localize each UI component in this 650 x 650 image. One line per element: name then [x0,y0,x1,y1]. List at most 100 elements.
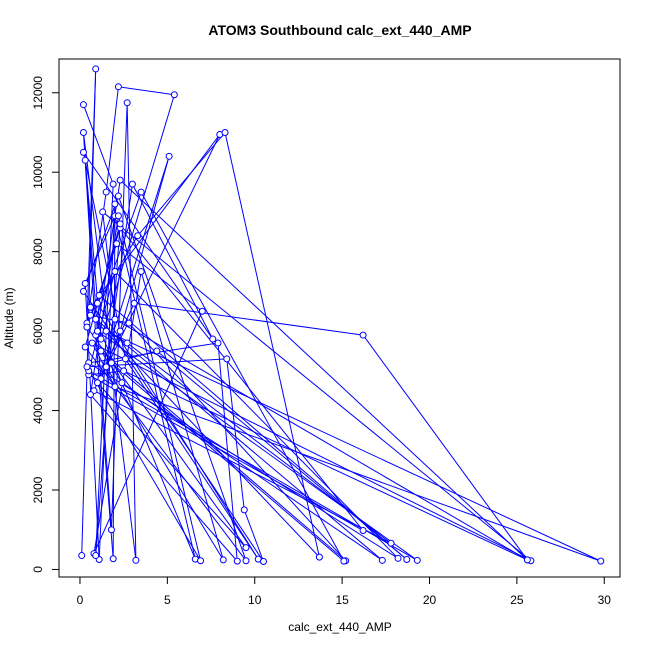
data-point [95,291,103,299]
series-segment [114,386,601,562]
series-segment [100,350,123,384]
series-segment [84,346,247,562]
data-point [134,232,142,240]
data-point [83,363,91,371]
series-segment [82,132,97,336]
data-point [114,83,122,91]
data-point [233,557,241,565]
data-point [130,299,138,307]
series-segment [82,132,137,561]
series-segment [102,211,532,562]
data-point [121,355,129,363]
series-segment [119,156,170,332]
data-point [153,347,161,355]
series-segment [95,191,142,320]
data-point [93,379,101,387]
data-point [93,299,101,307]
data-point [315,553,323,561]
data-point [109,180,117,188]
x-axis-label: calc_ext_440_AMP [288,620,391,634]
data-point [413,556,421,564]
data-point [123,99,131,107]
series-segment [83,291,264,562]
series-segment [82,152,126,360]
y-tick-label: 0 [31,566,45,573]
series-segment [224,132,320,558]
series-segment [119,179,528,561]
series-segment [93,390,392,544]
data-point [242,557,250,565]
series-segment [105,366,224,561]
series-segment [226,358,245,510]
series-segment [93,271,142,554]
y-tick-label: 6000 [31,317,45,344]
data-point [79,287,87,295]
data-point [102,363,110,371]
y-axis-label: Altitude (m) [2,287,16,348]
series-segment [124,358,259,560]
data-point [137,188,145,196]
series-segment [86,366,201,561]
series-segment [137,132,226,237]
x-tick-label: 20 [423,593,437,607]
data-point [240,506,248,514]
data-point [340,557,348,565]
data-point [116,176,124,184]
data-point [113,240,121,248]
series-segment [114,271,399,559]
series [78,65,605,566]
data-point [125,319,133,327]
data-point [79,148,87,156]
series-segment [88,374,364,531]
data-point [198,307,206,315]
series-segment [217,342,238,562]
series-segment [105,330,601,562]
series-segment [362,334,528,561]
data-point [214,339,222,347]
y-tick-label: 10000 [31,155,45,189]
x-tick-label: 5 [164,593,171,607]
data-point [86,303,94,311]
x-tick-label: 25 [510,593,524,607]
data-point [359,527,367,535]
data-point [118,379,126,387]
data-point [109,555,117,563]
x-tick-label: 15 [335,593,349,607]
series-segment [134,302,364,336]
data-point [92,315,100,323]
data-point [197,557,205,565]
data-point [170,91,178,99]
data-point [86,311,94,319]
series-segment [82,104,114,185]
data-point [81,279,89,287]
series-segment [90,394,238,562]
series-segment [100,350,346,562]
data-point [597,557,605,565]
series-segment [95,318,383,561]
y-tick-label: 2000 [31,476,45,503]
data-point [523,556,531,564]
data-point [92,65,100,73]
data-point [81,343,89,351]
data-point [116,220,124,228]
data-point [114,212,122,220]
data-point [93,327,101,335]
series-segment [111,362,345,562]
data-point [242,544,250,552]
data-point [83,323,91,331]
series-segment [84,160,102,340]
series-segment [112,203,116,559]
x-axis: 0 5 10 15 20 25 30 [77,576,611,607]
y-tick-label: 8000 [31,238,45,265]
data-point [165,152,173,160]
series-segment [105,86,119,193]
series-segment [117,195,247,561]
data-point [79,101,87,109]
series-segment [88,362,399,559]
series-segment [140,191,345,562]
y-axis: 0 2000 4000 6000 8000 10000 12000 [31,76,60,573]
series-segment [82,195,119,292]
data-point [378,556,386,564]
data-point [107,526,115,534]
series-segment [93,311,203,554]
